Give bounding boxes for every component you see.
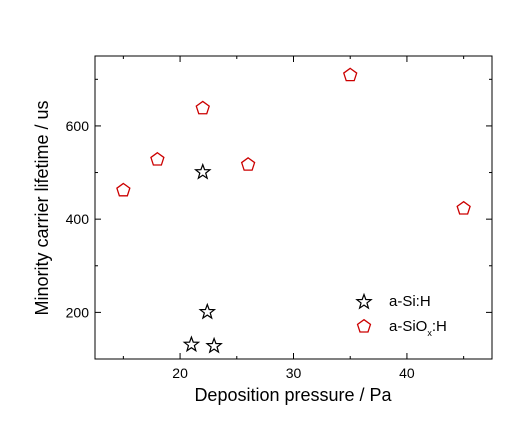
legend-label: a-Si:H: [389, 293, 431, 310]
plot-border: [94, 55, 493, 360]
x-tick-label: 30: [286, 365, 302, 381]
data-point-a-siox-h: [240, 157, 256, 171]
data-point-a-si-h: [193, 162, 212, 180]
legend-marker: [355, 292, 373, 310]
y-tick-label: 600: [66, 118, 90, 134]
y-tick-label: 400: [66, 211, 90, 227]
legend-label: a-SiOx:H: [389, 318, 447, 338]
axis-tick-labels: 20 30 40 200 400 600: [66, 118, 415, 381]
plot-frame: [94, 55, 493, 360]
legend: a-Si:H a-SiOx:H: [355, 292, 447, 338]
data-point-a-siox-h: [116, 182, 131, 197]
y-tick-label: 200: [66, 304, 90, 320]
axis-ticks: [95, 56, 492, 360]
data-point-a-si-h: [205, 336, 223, 354]
data-point-a-si-h: [182, 335, 201, 353]
data-point-a-siox-h: [150, 151, 165, 166]
x-tick-label: 20: [172, 365, 188, 381]
data-point-a-siox-h: [456, 200, 471, 215]
data-markers: [116, 67, 471, 354]
x-tick-label: 40: [399, 365, 415, 381]
data-point-a-siox-h: [195, 100, 210, 115]
data-point-a-si-h: [198, 302, 217, 320]
x-axis-title: Deposition pressure / Pa: [194, 385, 392, 405]
legend-marker: [356, 318, 372, 333]
y-axis-title: Minority carrier lifetime / us: [32, 100, 52, 315]
data-point-a-siox-h: [342, 67, 358, 82]
